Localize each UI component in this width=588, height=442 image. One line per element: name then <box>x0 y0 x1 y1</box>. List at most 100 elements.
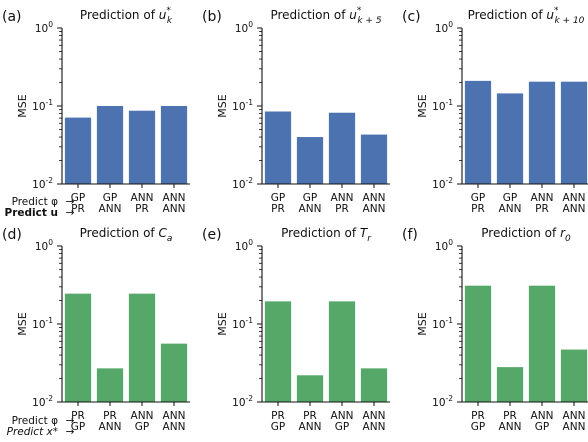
panel-label: (b) <box>202 9 222 25</box>
x-tick-label: ANN <box>299 203 322 215</box>
title-text: Prediction of <box>281 226 360 240</box>
bar <box>264 301 292 402</box>
x-tick-label: ANN <box>131 192 154 204</box>
x-tick-label: GP <box>71 421 85 433</box>
y-tick-base: 10 <box>32 397 45 409</box>
y-tick-label: 100 <box>35 238 53 253</box>
y-tick-label: 100 <box>35 20 53 35</box>
chart-title: Prediction of u* k + 5 <box>270 6 381 26</box>
bar <box>360 134 388 184</box>
title-variable: r <box>560 226 566 240</box>
title-variable: u <box>546 8 554 22</box>
bar <box>360 368 388 402</box>
x-tick-label: ANN <box>499 203 522 215</box>
bar <box>496 93 524 184</box>
y-axis-label: MSE <box>16 94 29 117</box>
y-tick-base: 10 <box>432 397 445 409</box>
title-text: Prediction of <box>80 8 159 22</box>
title-text: Prediction of <box>481 226 560 240</box>
chart-panel-b: (b) Prediction of u* k + 5GPPRGPANNANNPRAN… <box>202 6 390 215</box>
y-tick-exponent: -1 <box>446 98 454 107</box>
x-tick-label: PR <box>135 203 149 215</box>
y-tick-exponent: -1 <box>46 316 54 325</box>
y-tick-label: 100 <box>435 238 453 253</box>
chart-title: Prediction of u* k + 10 <box>468 6 585 26</box>
y-tick-base: 10 <box>35 241 48 253</box>
title-subscript: k + 10 <box>554 16 584 26</box>
x-tick-label: PR <box>303 410 317 422</box>
y-tick-label: 10-2 <box>232 176 253 191</box>
x-tick-label: ANN <box>563 203 586 215</box>
y-tick-exponent: 0 <box>448 238 453 247</box>
prediction-labels-top: Predict φ → Predict u → <box>5 196 75 219</box>
y-tick-base: 10 <box>235 23 248 35</box>
bar <box>328 301 356 402</box>
x-tick-label: PR <box>335 203 349 215</box>
x-tick-label: ANN <box>363 203 386 215</box>
y-tick-label: 10-1 <box>32 316 53 331</box>
y-tick-base: 10 <box>432 101 445 113</box>
chart-panel-f: (f) Prediction of r0PRGPPRANNANNGPANNANN1… <box>402 226 588 433</box>
y-tick-base: 10 <box>435 23 448 35</box>
predict-u-label-top: Predict u <box>5 207 58 219</box>
y-tick-base: 10 <box>432 319 445 331</box>
chart-panel-d: (d) Prediction of CaPRGPPRANNANNGPANNANN1… <box>2 226 190 433</box>
title-variable: T <box>360 226 369 240</box>
prediction-labels-bottom: Predict φ → Predict x* → <box>7 415 75 438</box>
y-axis-label: MSE <box>216 312 229 335</box>
arrow-icon: → <box>66 196 75 208</box>
x-tick-label: ANN <box>363 421 386 433</box>
y-tick-base: 10 <box>232 179 245 191</box>
arrow-icon: → <box>66 207 75 219</box>
y-tick-exponent: 0 <box>248 238 253 247</box>
x-tick-label: GP <box>271 421 285 433</box>
y-tick-exponent: -1 <box>246 98 254 107</box>
x-tick-label: ANN <box>99 203 122 215</box>
y-tick-base: 10 <box>32 101 45 113</box>
x-tick-label: PR <box>71 203 85 215</box>
y-tick-exponent: -1 <box>246 316 254 325</box>
x-tick-label: GP <box>103 192 117 204</box>
arrow-icon: → <box>66 426 75 438</box>
y-tick-exponent: -1 <box>446 316 454 325</box>
y-tick-exponent: 0 <box>48 238 53 247</box>
bar <box>496 367 524 402</box>
panel-label: (f) <box>402 227 418 243</box>
bar <box>96 368 124 402</box>
y-tick-label: 10-1 <box>432 98 453 113</box>
x-tick-label: GP <box>71 192 85 204</box>
y-axis-label: MSE <box>416 94 429 117</box>
chart-panel-c: (c) Prediction of u* k + 10GPPRGPANNANNPRA… <box>402 6 588 215</box>
x-tick-label: ANN <box>163 203 186 215</box>
y-tick-label: 100 <box>235 20 253 35</box>
y-tick-label: 10-1 <box>432 316 453 331</box>
bar <box>64 293 92 402</box>
y-tick-exponent: -2 <box>46 176 54 185</box>
y-tick-exponent: -2 <box>446 176 454 185</box>
title-variable: C <box>158 226 167 240</box>
x-tick-label: GP <box>271 192 285 204</box>
x-tick-label: PR <box>471 203 485 215</box>
predict-phi-label-top: Predict φ <box>12 196 59 208</box>
x-tick-label: PR <box>535 203 549 215</box>
title-text: Prediction of <box>270 8 349 22</box>
y-tick-label: 100 <box>235 238 253 253</box>
x-tick-label: GP <box>335 421 349 433</box>
y-tick-label: 10-2 <box>432 394 453 409</box>
x-tick-label: PR <box>71 410 85 422</box>
predict-x-label-bottom: Predict x* <box>7 426 58 438</box>
bar <box>296 137 324 184</box>
x-tick-label: PR <box>471 410 485 422</box>
x-tick-label: GP <box>303 192 317 204</box>
bar <box>328 112 356 184</box>
x-tick-label: ANN <box>563 410 586 422</box>
arrow-icon: → <box>66 415 75 427</box>
title-superscript: * <box>357 6 362 16</box>
y-axis-label: MSE <box>416 312 429 335</box>
y-tick-base: 10 <box>432 179 445 191</box>
x-tick-label: GP <box>503 192 517 204</box>
bar <box>528 81 556 184</box>
bar <box>528 285 556 402</box>
y-tick-label: 10-2 <box>32 176 53 191</box>
